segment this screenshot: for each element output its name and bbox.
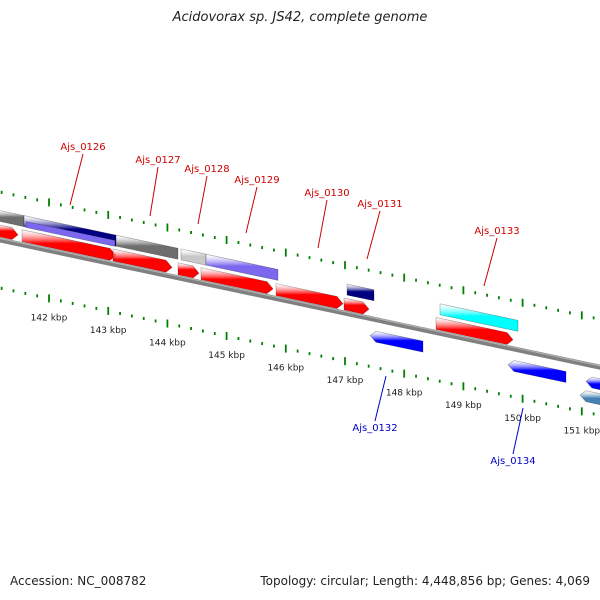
accession-text: Accession: NC_008782 [10, 574, 147, 588]
backbone-line [0, 237, 600, 370]
gene-bar [346, 283, 375, 302]
gene-bar [439, 303, 519, 332]
kbp-tick-label: 149 kbp [445, 401, 482, 411]
gene-bar [0, 210, 25, 227]
kbp-tick-label: 147 kbp [327, 376, 364, 386]
cds-arrow [177, 262, 200, 279]
gene-leader-line [512, 407, 524, 455]
gene-label: Ajs_0134 [490, 456, 535, 467]
gene-bar [205, 253, 279, 281]
gene-leader-line [245, 186, 258, 234]
reverse-gene-arrow [369, 330, 424, 353]
genome-title: Acidovorax sp. JS42, complete genome [172, 10, 428, 25]
cds-arrow [343, 297, 370, 315]
gene-bar [180, 248, 207, 266]
gene-label: Ajs_0133 [474, 226, 519, 237]
gene-label: Ajs_0131 [357, 199, 402, 210]
gene-leader-line [149, 166, 159, 217]
kbp-tick-label: 151 kbp [563, 426, 600, 436]
kbp-tick-label: 146 kbp [267, 364, 304, 374]
gene-bar [115, 234, 179, 260]
kbp-tick-label: 144 kbp [149, 338, 186, 348]
gene-leader-line [69, 153, 84, 206]
gene-label: Ajs_0129 [234, 175, 279, 186]
reverse-gene-arrow [585, 376, 600, 391]
gene-leader-line [483, 237, 498, 287]
kbp-tick-label: 145 kbp [208, 351, 245, 361]
topology-text: Topology: circular; Length: 4,448,856 bp… [260, 574, 590, 588]
gene-leader-line [366, 210, 381, 260]
gene-leader-line [374, 375, 387, 422]
gene-label: Ajs_0128 [184, 164, 229, 175]
cds-arrow [0, 224, 19, 240]
reverse-gene-arrow [507, 360, 567, 383]
gene-label: Ajs_0130 [304, 188, 349, 199]
kbp-tick-label: 143 kbp [90, 326, 127, 336]
gene-label: Ajs_0132 [352, 423, 397, 434]
cds-arrow [275, 283, 344, 309]
gene-label: Ajs_0127 [135, 155, 180, 166]
backbone-highlight [0, 237, 600, 367]
gene-label: Ajs_0126 [60, 142, 105, 153]
cds-arrow [200, 267, 274, 294]
gene-bar-inner [25, 221, 116, 247]
cds-arrow [112, 248, 173, 273]
kbp-tick-label: 142 kbp [31, 313, 68, 323]
kbp-tick-label: 148 kbp [386, 389, 423, 399]
gene-leader-line [197, 175, 208, 225]
reverse-gene-arrow [579, 390, 600, 406]
cds-arrow [435, 317, 514, 345]
kbp-tick-label: 150 kbp [504, 414, 541, 424]
gene-leader-line [317, 199, 328, 249]
